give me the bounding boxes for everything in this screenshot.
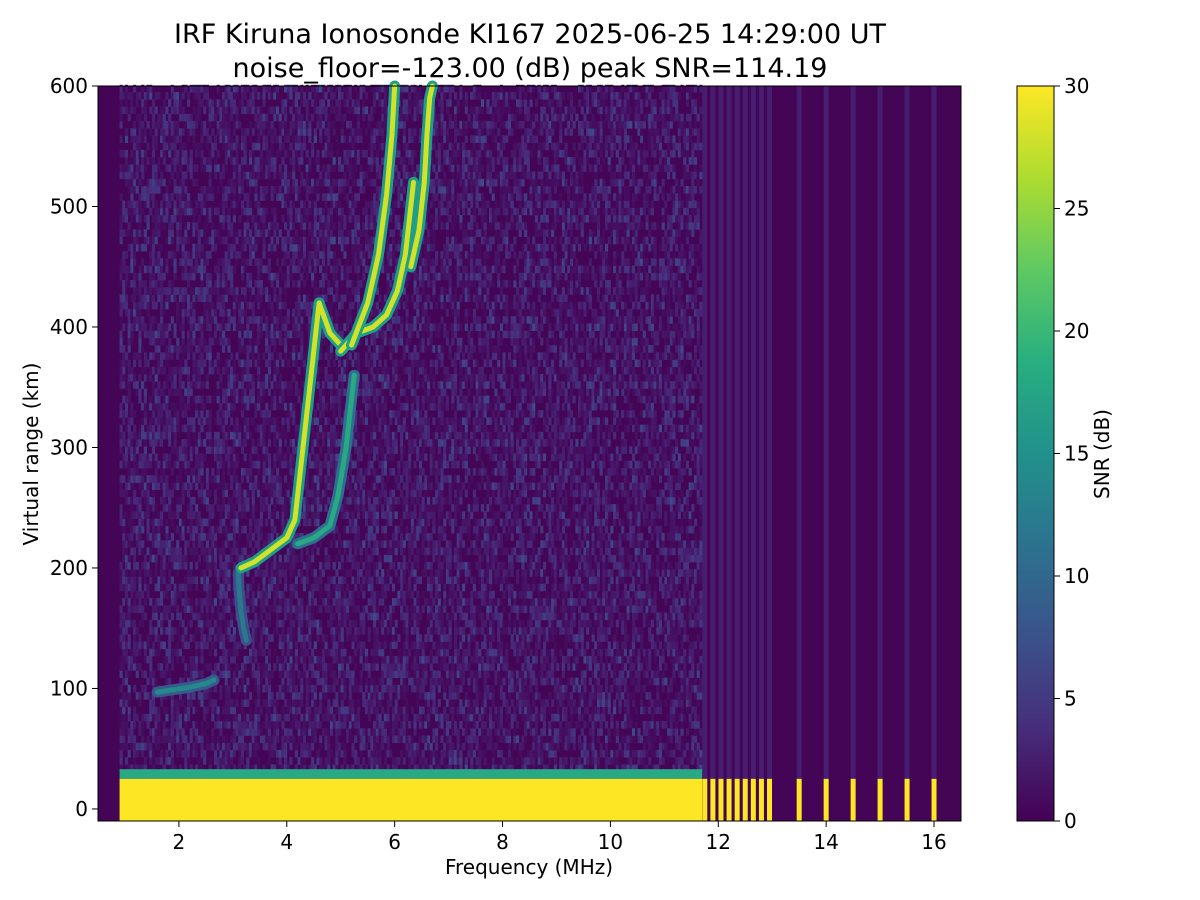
echo-trace — [295, 372, 357, 547]
discrete-frequency-echo — [718, 778, 724, 821]
colorbar-tick-label: 10 — [1064, 564, 1089, 588]
echo-trace — [154, 677, 217, 695]
echo-trace — [235, 571, 249, 643]
y-tick-label: 0 — [75, 797, 88, 821]
discrete-frequency-column — [742, 86, 748, 779]
colorbar-tick-label: 20 — [1064, 319, 1089, 343]
y-axis: 0 100 200 300 400 500 600 — [50, 74, 98, 821]
discrete-frequency-column — [734, 86, 740, 779]
discrete-frequency-echo — [702, 778, 708, 821]
discrete-frequency-echo — [823, 778, 829, 821]
discrete-frequency-column — [767, 86, 773, 779]
echo-trace — [408, 83, 435, 270]
y-tick-label: 400 — [50, 315, 88, 339]
x-tick-label: 2 — [173, 830, 186, 854]
plot-area — [98, 80, 961, 821]
x-tick-label: 16 — [921, 830, 946, 854]
x-tick-label: 12 — [706, 830, 731, 854]
discrete-frequency-column — [702, 86, 708, 779]
ground-clutter-band — [119, 778, 703, 821]
x-tick-label: 8 — [496, 830, 509, 854]
y-tick-label: 100 — [50, 676, 88, 700]
colorbar-tick-label: 0 — [1064, 809, 1077, 833]
echo-trace — [349, 83, 398, 348]
discrete-frequency-column — [796, 86, 802, 779]
discrete-frequency-echo — [710, 778, 716, 821]
y-axis-label: Virtual range (km) — [19, 363, 43, 546]
x-tick-label: 6 — [388, 830, 401, 854]
discrete-frequency-echo — [734, 778, 740, 821]
discrete-frequency-echo — [904, 778, 910, 821]
x-axis: 2 4 6 8 10 12 14 16 — [173, 821, 947, 854]
colorbar-tick-label: 15 — [1064, 442, 1089, 466]
discrete-frequency-column — [931, 86, 937, 779]
discrete-frequency-echo — [758, 778, 764, 821]
colorbar-label: SNR (dB) — [1090, 409, 1114, 499]
discrete-frequency-echo — [742, 778, 748, 821]
colorbar-tick-label: 30 — [1064, 74, 1089, 98]
plot-frame — [97, 85, 962, 822]
discrete-frequency-column — [850, 86, 856, 779]
discrete-frequency-echo — [931, 778, 937, 821]
discrete-frequency-column — [710, 86, 716, 779]
y-tick-label: 200 — [50, 556, 88, 580]
colorbar-tick-label: 5 — [1064, 687, 1077, 711]
echo-trace — [238, 300, 344, 571]
discrete-frequency-echo — [726, 778, 732, 821]
discrete-frequency-column — [823, 86, 829, 779]
x-tick-label: 10 — [598, 830, 623, 854]
x-axis-label: Frequency (MHz) — [445, 855, 613, 879]
discrete-frequency-echo — [750, 778, 756, 821]
colorbar-tick-label: 25 — [1064, 197, 1089, 221]
colorbar — [1016, 85, 1055, 822]
discrete-frequency-column — [758, 86, 764, 779]
discrete-frequency-column — [718, 86, 724, 779]
discrete-frequency-column — [750, 86, 756, 779]
discrete-frequency-column — [877, 86, 883, 779]
ground-clutter-edge — [119, 769, 703, 779]
y-tick-label: 600 — [50, 74, 88, 98]
discrete-frequency-echo — [850, 778, 856, 821]
discrete-frequency-echo — [767, 778, 773, 821]
colorbar-axis: 0 5 10 15 20 25 30 — [1054, 74, 1089, 833]
discrete-frequency-column — [904, 86, 910, 779]
discrete-frequency-echo — [796, 778, 802, 821]
chart-title: IRF Kiruna Ionosonde KI167 2025-06-25 14… — [174, 19, 887, 50]
chart-subtitle: noise_floor=-123.00 (dB) peak SNR=114.19 — [233, 53, 828, 84]
x-tick-label: 4 — [280, 830, 293, 854]
discrete-frequency-echo — [877, 778, 883, 821]
echo-traces — [151, 80, 438, 698]
y-tick-label: 500 — [50, 194, 88, 218]
y-tick-label: 300 — [50, 435, 88, 459]
discrete-frequency-columns — [702, 86, 937, 821]
x-tick-label: 14 — [813, 830, 838, 854]
discrete-frequency-column — [726, 86, 732, 779]
